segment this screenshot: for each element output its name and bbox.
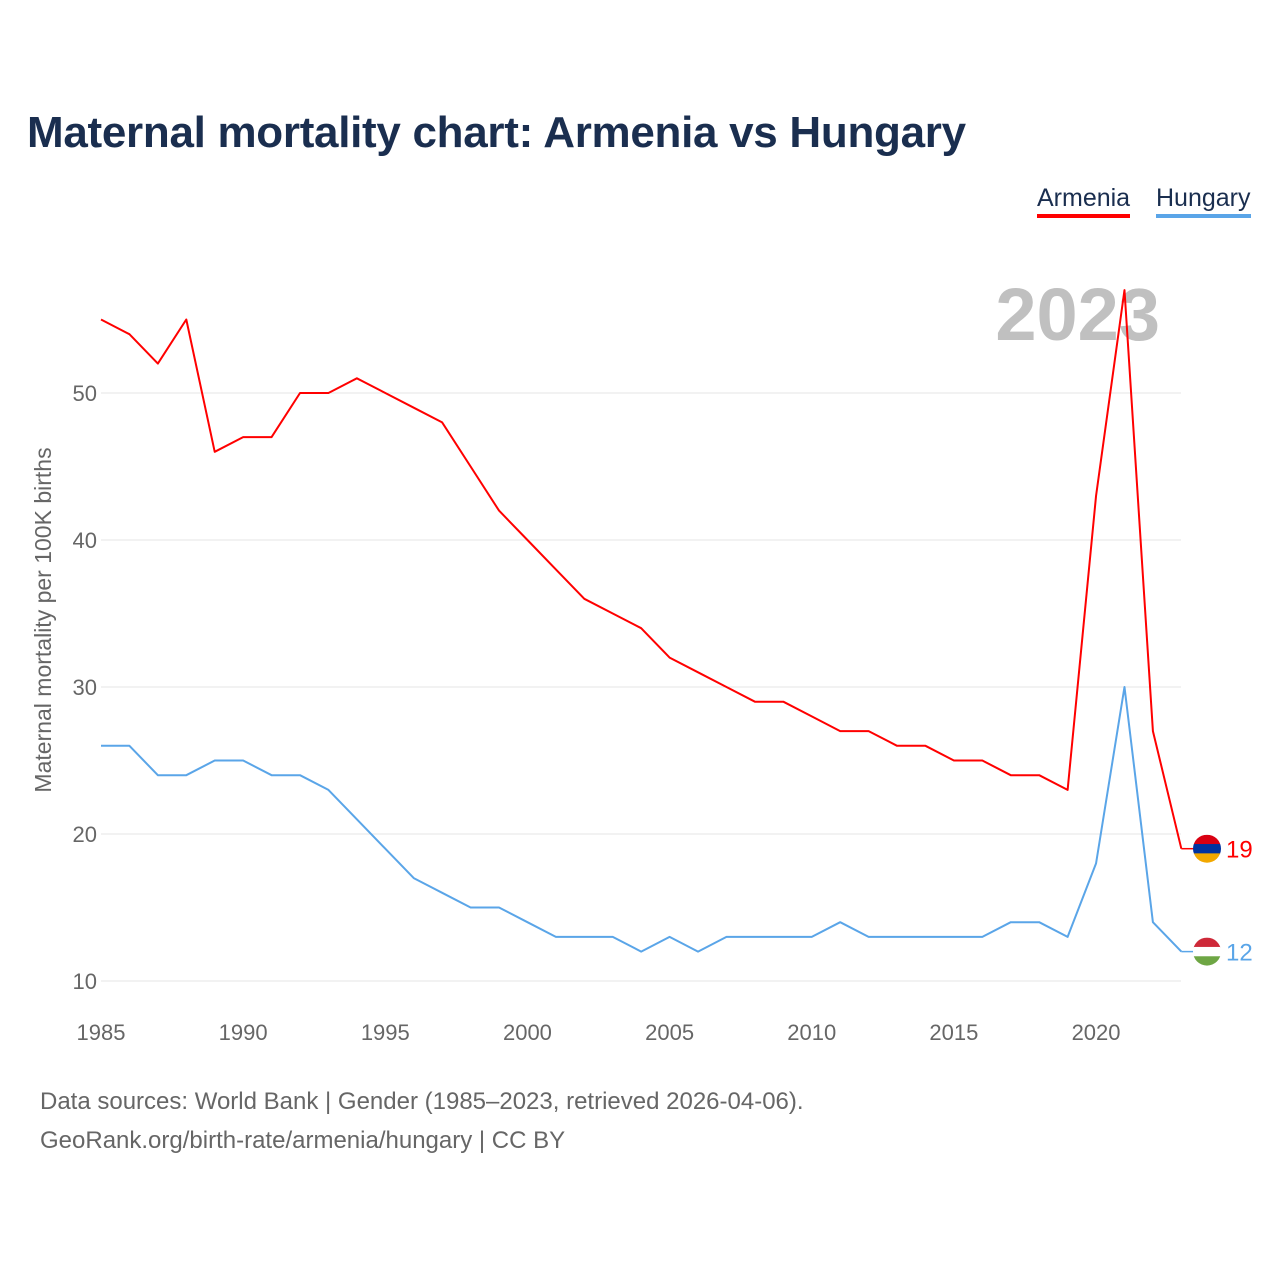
y-tick-label: 10 bbox=[73, 969, 97, 994]
legend-hungary[interactable]: Hungary bbox=[1156, 184, 1251, 218]
x-tick-label: 2005 bbox=[645, 1020, 694, 1045]
end-value-label: 19 bbox=[1226, 837, 1253, 864]
end-value-label: 12 bbox=[1226, 940, 1253, 967]
hungary-flag-icon bbox=[1193, 937, 1221, 966]
x-tick-label: 1995 bbox=[361, 1020, 410, 1045]
footer-link[interactable]: GeoRank.org/birth-rate/armenia/hungary |… bbox=[40, 1127, 566, 1154]
x-tick-label: 2010 bbox=[787, 1020, 836, 1045]
armenia-flag-icon bbox=[1193, 834, 1221, 863]
chart-title: Maternal mortality chart: Armenia vs Hun… bbox=[27, 108, 966, 157]
y-axis-label: Maternal mortality per 100K births bbox=[30, 447, 56, 792]
y-tick-label: 50 bbox=[73, 381, 97, 406]
x-tick-label: 2020 bbox=[1072, 1020, 1121, 1045]
legend-armenia[interactable]: Armenia bbox=[1037, 184, 1131, 218]
series-line-armenia[interactable] bbox=[100, 289, 1183, 849]
x-tick-label: 2000 bbox=[503, 1020, 552, 1045]
y-tick-label: 40 bbox=[73, 528, 97, 553]
x-tick-label: 1985 bbox=[77, 1020, 126, 1045]
x-tick-label: 1990 bbox=[219, 1020, 268, 1045]
x-tick-label: 2015 bbox=[929, 1020, 978, 1045]
series-line-hungary[interactable] bbox=[101, 686, 1183, 953]
y-tick-label: 20 bbox=[73, 822, 97, 847]
footer-sources: Data sources: World Bank | Gender (1985–… bbox=[40, 1088, 804, 1115]
y-tick-label: 30 bbox=[73, 675, 97, 700]
year-watermark: 2023 bbox=[995, 273, 1160, 356]
